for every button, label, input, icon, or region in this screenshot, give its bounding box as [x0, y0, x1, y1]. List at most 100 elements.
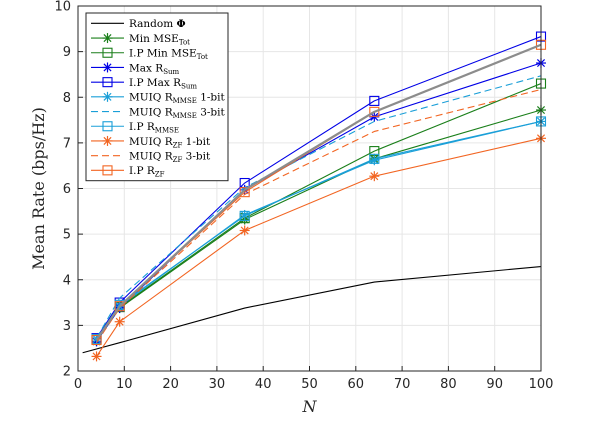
- legend-label: I.P Min MSETot: [129, 48, 208, 62]
- legend-item: Random Φ: [91, 18, 186, 30]
- legend-label-subscript: ZF: [173, 156, 183, 164]
- data-point: [369, 153, 380, 164]
- y-tick-label: 5: [63, 228, 71, 243]
- legend-label: MUIQ RMMSE 1-bit: [129, 92, 226, 106]
- y-tick-label: 10: [54, 0, 71, 15]
- series-line: [95, 43, 542, 341]
- legend-label-main: I.P Min MSE: [129, 48, 197, 60]
- legend-label-tail: 1-bit: [197, 92, 226, 104]
- legend-label: I.P RMMSE: [129, 121, 179, 135]
- legend-label-subscript: MMSE: [173, 97, 197, 105]
- legend-label: I.P RZF: [129, 165, 165, 179]
- legend-marker: [102, 121, 113, 132]
- legend-item: MUIQ RMMSE 3-bit: [91, 106, 226, 120]
- x-tick-label: 20: [162, 377, 179, 392]
- legend-label-main: I.P R: [129, 165, 156, 177]
- legend-label-tail: 3-bit: [197, 106, 226, 118]
- x-tick-label: 60: [348, 377, 365, 392]
- legend-label-tail: 1-bit: [182, 136, 211, 148]
- legend-label: Max RSum: [129, 62, 179, 76]
- legend-item: MUIQ RMMSE 1-bit: [91, 91, 226, 106]
- legend-marker: [102, 62, 113, 73]
- legend-label-main: MUIQ R: [129, 150, 174, 162]
- data-point: [91, 351, 102, 362]
- y-tick-label: 8: [63, 91, 71, 106]
- x-tick-label: 70: [394, 377, 411, 392]
- series-11: [95, 43, 542, 341]
- data-point: [114, 316, 125, 327]
- legend-label-subscript: ZF: [155, 171, 165, 179]
- legend-item: MUIQ RZF 1-bit: [91, 135, 211, 150]
- legend-item: Max RSum: [91, 62, 179, 76]
- legend-marker: [102, 165, 113, 176]
- x-tick-label: 90: [486, 377, 503, 392]
- y-tick-label: 6: [63, 182, 71, 197]
- series-0: [82, 265, 542, 354]
- x-tick-label: 30: [209, 377, 226, 392]
- x-tick-label: 50: [301, 377, 318, 392]
- series-line: [82, 265, 542, 354]
- y-axis-label: Mean Rate (bps/Hz): [29, 107, 48, 270]
- legend-item: MUIQ RZF 3-bit: [91, 150, 211, 164]
- x-tick-label: 40: [255, 377, 272, 392]
- legend-item: I.P Max RSum: [91, 77, 197, 91]
- legend-label: Random Φ: [129, 18, 186, 30]
- axes: 0 10 20 30 40 50 60 70 80 90 100 2 3 4 5 6 7 8 9 10: [54, 0, 553, 392]
- legend-label-main: I.P Max R: [129, 77, 182, 89]
- series-layer: [82, 31, 547, 362]
- legend-label: MUIQ RZF 1-bit: [129, 136, 211, 150]
- legend-label-subscript: Tot: [197, 53, 208, 61]
- legend-marker: [102, 91, 113, 102]
- legend-label-subscript: Sum: [181, 82, 197, 90]
- legend-label: MUIQ RZF 3-bit: [129, 150, 211, 164]
- legend-label-subscript: ZF: [173, 141, 183, 149]
- legend-label-subscript: MMSE: [155, 127, 179, 135]
- legend-label-main: Random: [129, 18, 177, 30]
- legend-marker: [102, 77, 113, 88]
- data-point: [91, 334, 102, 346]
- legend-label: MUIQ RMMSE 3-bit: [129, 106, 226, 120]
- legend-label-subscript: MMSE: [173, 112, 197, 120]
- x-axis-label: N: [302, 397, 318, 416]
- legend-marker: [102, 47, 113, 58]
- x-tick-label: 80: [440, 377, 457, 392]
- y-tick-label: 3: [63, 319, 71, 334]
- legend-label-main: MUIQ R: [129, 92, 174, 104]
- y-tick-label: 9: [63, 45, 71, 60]
- legend-item: I.P RZF: [91, 165, 165, 179]
- y-tick-label: 7: [63, 136, 71, 151]
- legend-marker: [102, 33, 113, 44]
- legend-label: Min MSETot: [129, 33, 190, 47]
- x-tick-label: 0: [74, 377, 82, 392]
- x-tick-label: 100: [529, 377, 554, 392]
- data-point: [369, 171, 380, 182]
- series-9: [96, 88, 542, 344]
- series-line: [96, 36, 542, 339]
- legend-label: I.P Max RSum: [129, 77, 197, 91]
- legend-label-symbol: Φ: [177, 18, 186, 30]
- data-point: [239, 225, 250, 236]
- legend-label-main: MUIQ R: [129, 136, 174, 148]
- legend-item: Min MSETot: [91, 33, 190, 47]
- y-tick-label: 2: [63, 365, 71, 380]
- x-tick-label: 10: [116, 377, 133, 392]
- legend-item: I.P Min MSETot: [91, 47, 208, 62]
- y-tick-label: 4: [63, 273, 71, 288]
- series-line: [96, 88, 542, 344]
- legend-label-main: I.P R: [129, 121, 156, 133]
- legend-label-subscript: Tot: [179, 38, 190, 46]
- legend-label-tail: 3-bit: [182, 150, 211, 162]
- legend-label-subscript: Sum: [163, 68, 179, 76]
- legend-label-main: Max R: [129, 62, 164, 74]
- data-point: [114, 301, 125, 312]
- data-point: [369, 95, 380, 106]
- legend-marker: [102, 135, 113, 146]
- data-point: [369, 106, 380, 117]
- legend-label-main: Min MSE: [129, 33, 179, 45]
- data-point: [239, 187, 250, 198]
- legend-label-main: MUIQ R: [129, 106, 174, 118]
- legend-item: I.P RMMSE: [91, 121, 179, 135]
- data-point: [239, 210, 250, 221]
